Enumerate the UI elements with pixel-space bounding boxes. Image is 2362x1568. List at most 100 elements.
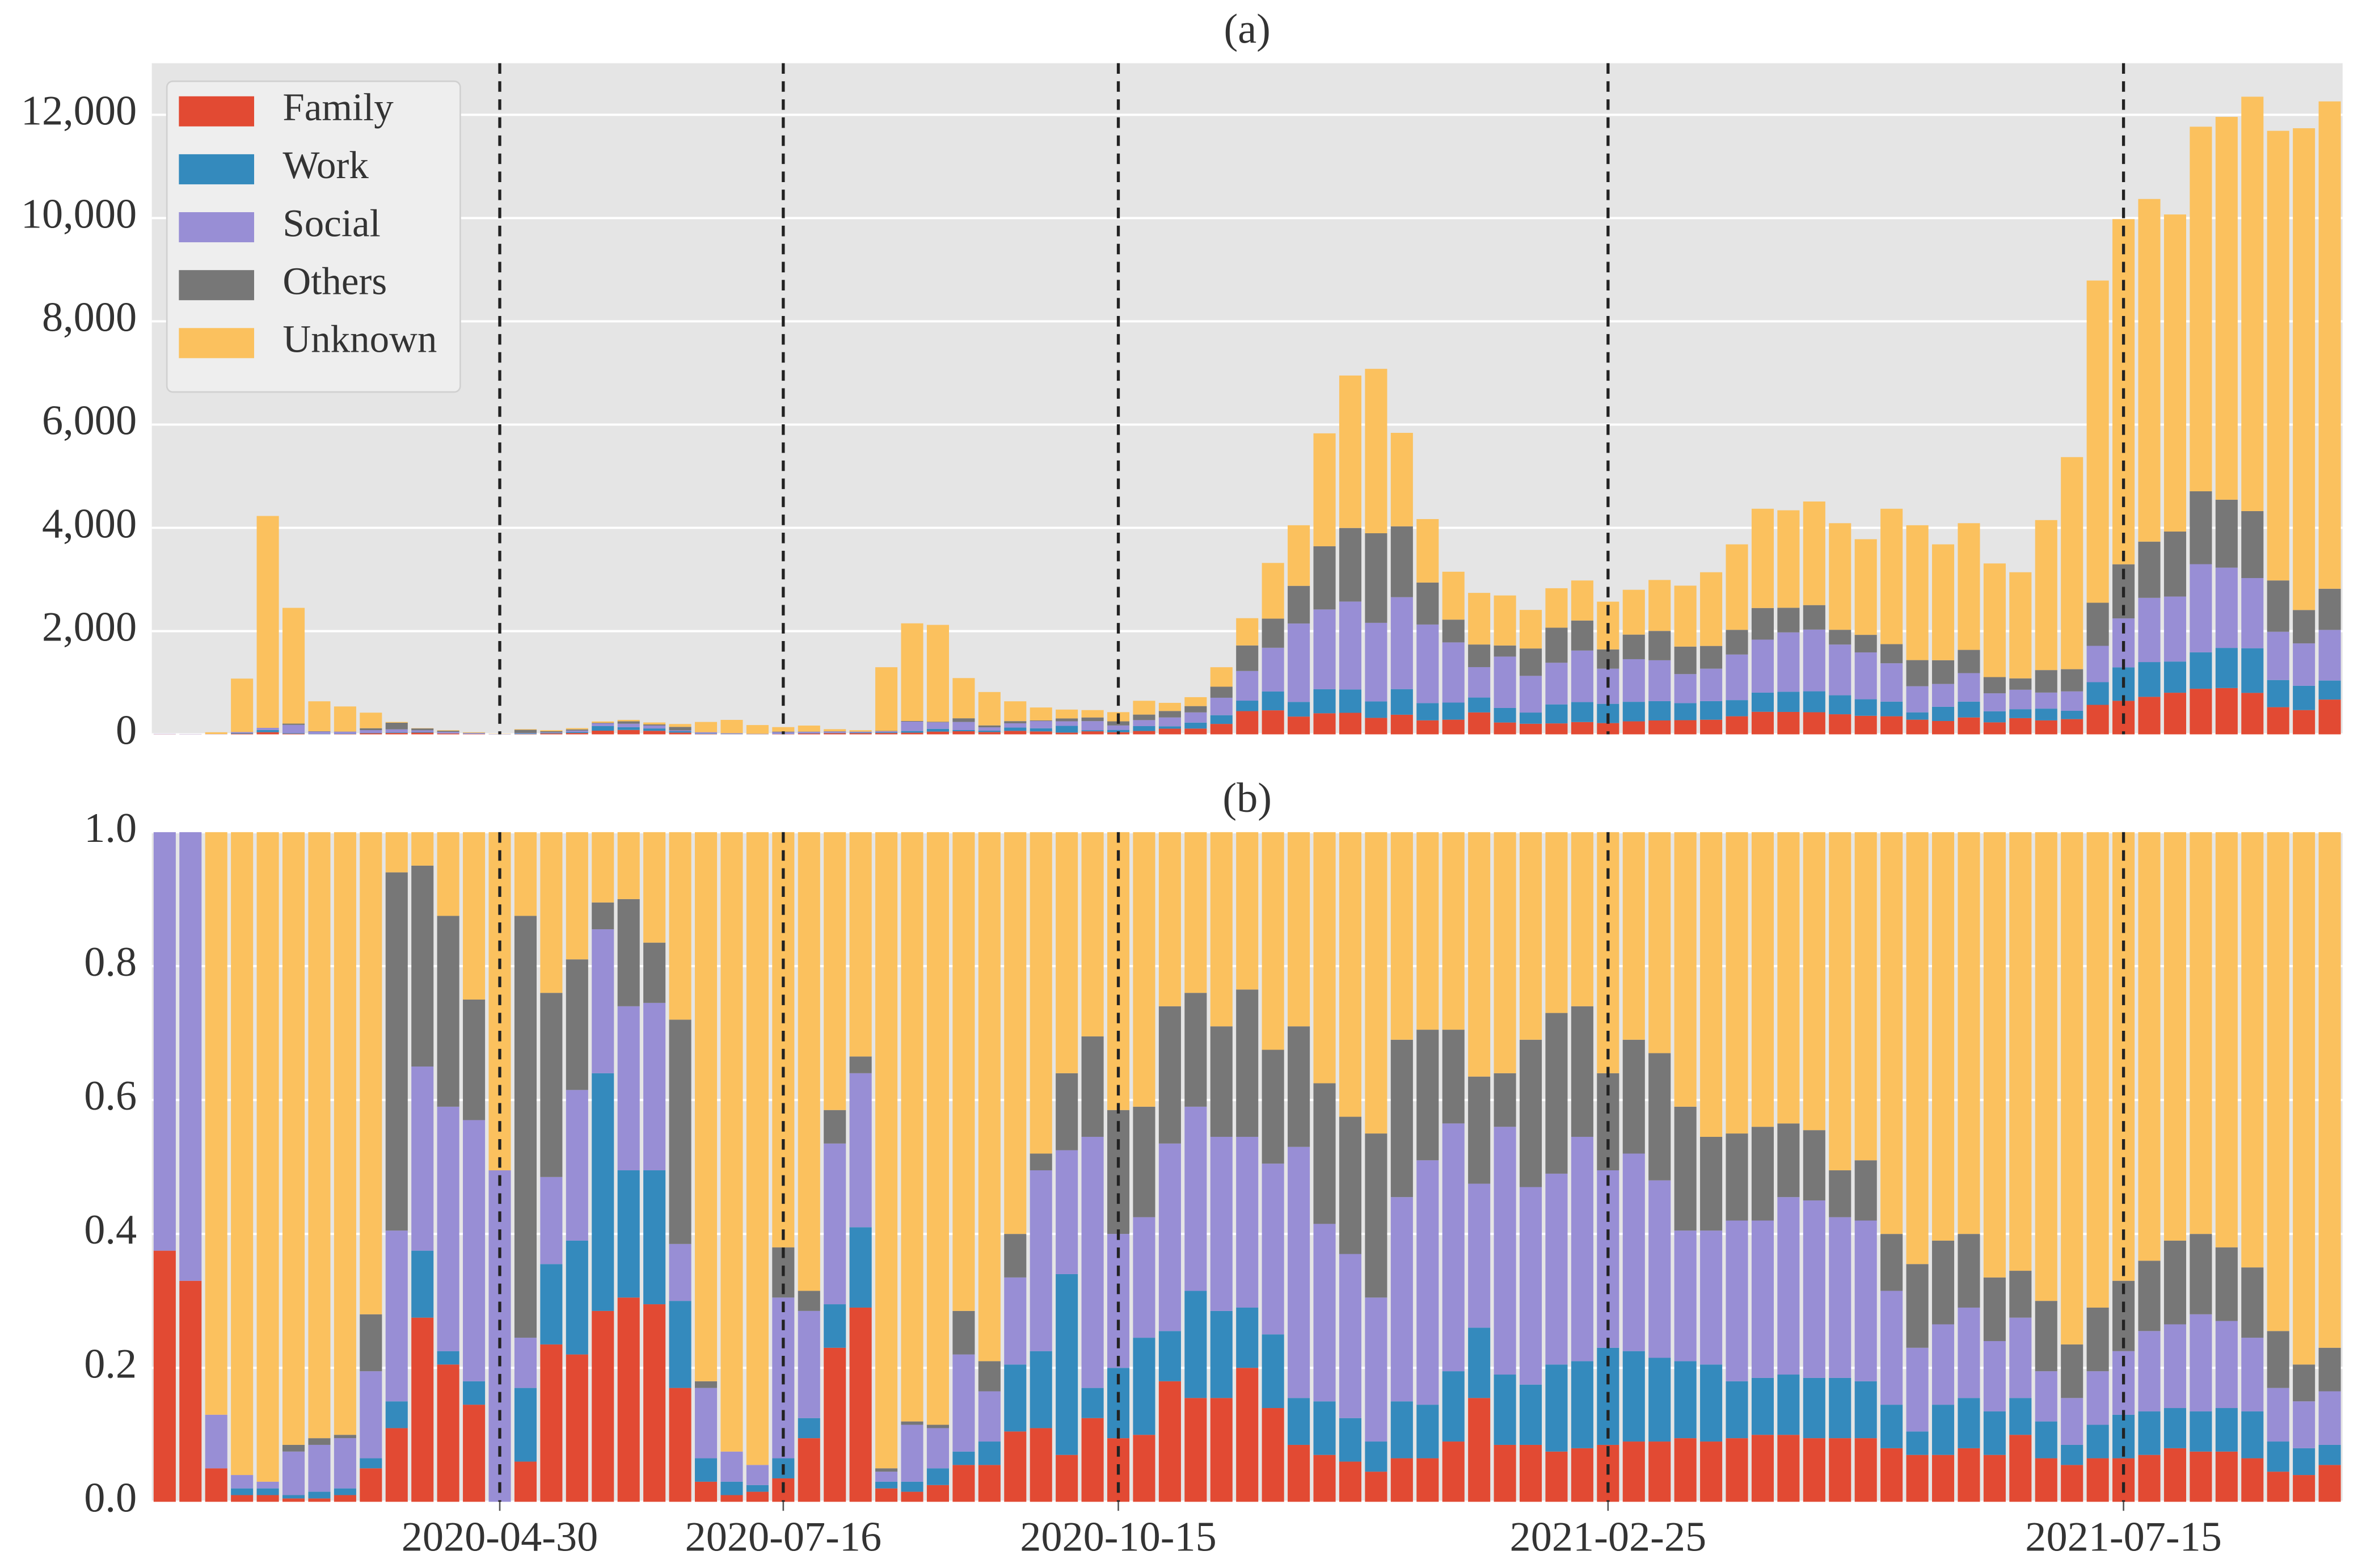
bar-segment xyxy=(1829,523,1851,630)
bar-segment xyxy=(566,1354,588,1502)
bar-segment xyxy=(952,1310,975,1355)
bar-segment xyxy=(256,1481,279,1489)
bar-segment xyxy=(1133,1106,1155,1217)
bar-segment xyxy=(1133,1435,1155,1502)
bar-segment xyxy=(617,727,640,730)
bar-segment xyxy=(1726,1220,1748,1381)
bar-segment xyxy=(824,733,846,735)
bar-segment xyxy=(2138,697,2161,735)
bar-segment xyxy=(256,727,279,730)
bar-segment xyxy=(1983,1277,2006,1341)
x-tick-label: 2021-07-15 xyxy=(2025,1514,2222,1560)
bar-segment xyxy=(1468,1398,1491,1502)
bar-segment xyxy=(849,832,872,1057)
bar-segment xyxy=(1236,711,1259,735)
bar-segment xyxy=(746,1491,769,1502)
bar-segment xyxy=(926,728,950,732)
bar-segment xyxy=(2086,1307,2109,1372)
bar-segment xyxy=(1958,717,1980,735)
bar-segment xyxy=(1571,832,1593,1006)
bar-segment xyxy=(2138,1261,2161,1331)
bar-segment xyxy=(1906,660,1929,686)
bar-segment xyxy=(566,1240,588,1355)
bar-segment xyxy=(1803,629,1825,692)
bar-segment xyxy=(926,625,950,722)
bar-segment xyxy=(1262,563,1284,619)
bar-segment xyxy=(1313,546,1336,610)
bar-segment xyxy=(798,1438,820,1502)
bar-segment xyxy=(1236,1136,1259,1308)
bar-segment xyxy=(978,1465,1001,1502)
bar-segment xyxy=(2035,1458,2057,1502)
bar-segment xyxy=(2061,1344,2083,1398)
legend-label: Work xyxy=(282,144,369,187)
bar-segment xyxy=(1056,1150,1078,1274)
bar-segment xyxy=(643,832,666,943)
bar-segment xyxy=(1571,1136,1593,1362)
bar-segment xyxy=(1545,1364,1568,1452)
bar-segment xyxy=(2190,127,2212,492)
bar-segment xyxy=(1056,726,1078,733)
bar-segment xyxy=(1030,1153,1052,1170)
bar-segment xyxy=(1339,689,1362,713)
bar-segment xyxy=(1030,1170,1052,1351)
bar-segment xyxy=(514,1338,537,1388)
bar-segment xyxy=(540,732,563,734)
bar-segment xyxy=(1056,732,1078,735)
bar-segment xyxy=(282,723,305,725)
bar-segment xyxy=(540,731,563,732)
bar-segment xyxy=(1416,624,1439,703)
bar-segment xyxy=(2267,1388,2289,1442)
bar-segment xyxy=(1004,1277,1027,1365)
bar-segment xyxy=(1906,1431,1929,1455)
bar-segment xyxy=(411,1250,434,1318)
bar-segment xyxy=(437,1364,459,1502)
bar-segment xyxy=(1133,701,1155,715)
bar-segment xyxy=(1700,1230,1723,1365)
y-tick-label: 0.2 xyxy=(84,1341,137,1387)
bar-segment xyxy=(1674,703,1697,720)
bar-segment xyxy=(360,832,382,1314)
bar-segment xyxy=(617,899,640,1006)
bar-segment xyxy=(694,1388,718,1459)
bar-segment xyxy=(1622,659,1645,702)
bar-segment xyxy=(1726,544,1748,630)
bar-segment xyxy=(1416,1458,1439,1502)
bar-segment xyxy=(1056,709,1078,719)
bar-segment xyxy=(1674,1106,1697,1231)
bar-segment xyxy=(1004,832,1027,1234)
bar-segment xyxy=(2138,1331,2161,1411)
bar-segment xyxy=(2190,1411,2212,1452)
bar-segment xyxy=(1184,993,1207,1107)
bar-segment xyxy=(463,734,486,735)
bar-segment xyxy=(1390,832,1413,1040)
bar-segment xyxy=(2190,1234,2212,1314)
bar-segment xyxy=(720,1451,743,1482)
bar-segment xyxy=(1081,1418,1104,1502)
bar-segment xyxy=(1133,832,1155,1107)
bar-segment xyxy=(1751,1220,1774,1378)
bar-segment xyxy=(1313,1401,1336,1455)
bar-segment xyxy=(2061,1398,2083,1445)
bar-segment xyxy=(798,1418,820,1439)
bar-segment xyxy=(824,1110,846,1144)
bar-segment xyxy=(592,902,614,930)
bar-segment xyxy=(669,727,691,731)
bar-segment xyxy=(308,731,331,732)
bar-segment xyxy=(1700,719,1723,735)
bar-segment xyxy=(1931,660,1955,684)
bar-segment xyxy=(1803,1200,1825,1378)
bar-segment xyxy=(720,734,743,735)
bar-segment xyxy=(1339,375,1362,528)
bar-segment xyxy=(720,733,743,734)
legend-swatch xyxy=(179,154,255,184)
bar-segment xyxy=(566,733,588,735)
bar-segment xyxy=(1210,686,1233,698)
bar-segment xyxy=(463,732,486,733)
bar-segment xyxy=(1339,1461,1362,1502)
bar-segment xyxy=(1365,701,1387,718)
bar-segment xyxy=(592,731,614,735)
bar-segment xyxy=(1339,601,1362,690)
bar-segment xyxy=(1468,1076,1491,1184)
bar-segment xyxy=(824,1304,846,1348)
